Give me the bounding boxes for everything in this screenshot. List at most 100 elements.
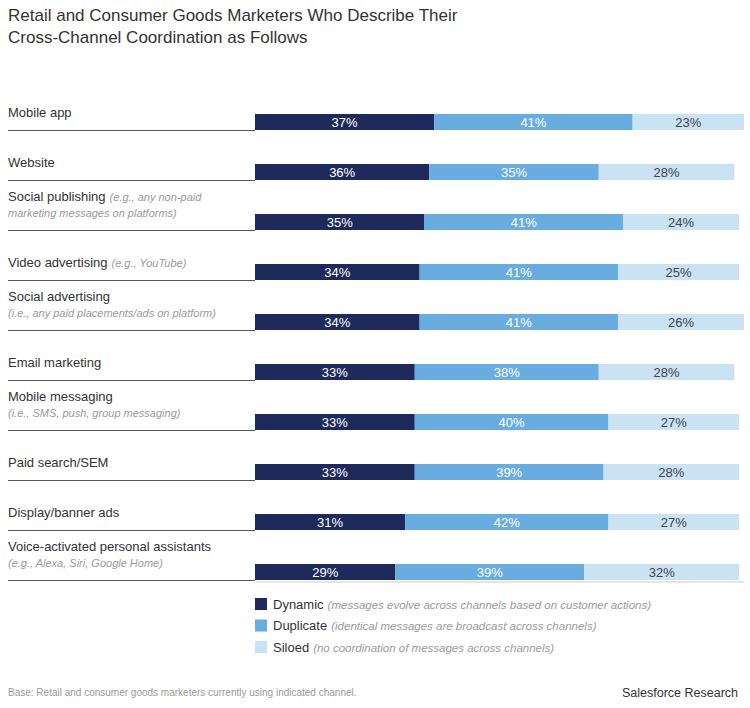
bar-segment xyxy=(604,464,740,480)
data-label: 31% xyxy=(317,515,343,530)
bar-segment xyxy=(429,164,598,180)
bar-segment xyxy=(255,514,405,530)
data-label: 28% xyxy=(654,165,680,180)
bar-segment xyxy=(420,314,619,330)
data-label: 23% xyxy=(675,115,701,130)
category-label: Website xyxy=(8,155,55,170)
data-label: 38% xyxy=(494,365,520,380)
data-label: 33% xyxy=(322,465,348,480)
bar-segment xyxy=(255,164,429,180)
data-label: 42% xyxy=(494,515,520,530)
data-labels: 37% 36% 35% 34% 34% 33% 33% 33% 31% 29% 41% 35% 41% 4… xyxy=(312,115,702,580)
bars xyxy=(255,114,744,580)
bar-segment xyxy=(405,514,608,530)
data-label: 27% xyxy=(661,415,687,430)
bar-segment xyxy=(395,564,584,580)
bar-segment xyxy=(424,214,623,230)
data-label: 27% xyxy=(661,515,687,530)
data-label: 35% xyxy=(501,165,527,180)
category-labels: Mobile app Website Social publishing (e.g.,… xyxy=(8,105,255,581)
data-label: 34% xyxy=(324,265,350,280)
bar-segment xyxy=(255,214,424,230)
data-label: 28% xyxy=(658,465,684,480)
data-label: 26% xyxy=(668,315,694,330)
data-label: 34% xyxy=(324,315,350,330)
bar-segment xyxy=(415,364,599,380)
legend-swatch xyxy=(255,641,267,653)
data-label: 41% xyxy=(520,115,546,130)
data-label: 41% xyxy=(506,265,532,280)
bar-segment xyxy=(584,564,739,580)
source: Salesforce Research xyxy=(622,686,738,700)
bar-segment xyxy=(420,264,619,280)
category-label: Mobile messaging xyxy=(8,389,113,404)
category-label: Paid search/SEM xyxy=(8,455,108,470)
category-label: Voice-activated personal assistants xyxy=(8,539,212,554)
data-label: 35% xyxy=(327,215,353,230)
title-line: Retail and Consumer Goods Marketers Who … xyxy=(8,6,458,25)
row-rule xyxy=(8,180,255,181)
row-rule xyxy=(8,580,255,581)
legend-description: (identical messages are broadcast across… xyxy=(331,620,596,632)
row-rule xyxy=(8,430,255,431)
data-label: 39% xyxy=(496,465,522,480)
legend-label: Duplicate xyxy=(273,618,327,633)
bar-segment xyxy=(255,414,415,430)
title-line: Cross-Channel Coordination as Follows xyxy=(8,28,308,47)
row-rule xyxy=(8,280,255,281)
category-note: (e.g., YouTube) xyxy=(112,257,187,269)
x-axis-line xyxy=(256,582,745,583)
legend-description: (no coordination of messages across chan… xyxy=(313,642,554,654)
data-label: 25% xyxy=(666,265,692,280)
row-rule xyxy=(8,230,255,231)
category-note: (e.g., Alexa, Siri, Google Home) xyxy=(8,557,163,569)
data-label: 39% xyxy=(477,565,503,580)
row-rule xyxy=(8,380,255,381)
bar-segment xyxy=(255,264,420,280)
bar-segment xyxy=(255,464,415,480)
bar-segment xyxy=(618,264,739,280)
data-label: 33% xyxy=(322,365,348,380)
category-note: marketing messages on platforms) xyxy=(8,207,177,219)
data-label: 28% xyxy=(654,365,680,380)
legend-label: Siloed xyxy=(273,640,309,655)
row-rule xyxy=(8,530,255,531)
chart-svg: Retail and Consumer Goods Marketers Who … xyxy=(0,0,750,708)
data-label: 36% xyxy=(329,165,355,180)
category-note: (i.e., any paid placements/ads on platfo… xyxy=(8,307,216,319)
bar-segment xyxy=(623,214,739,230)
data-label: 24% xyxy=(668,215,694,230)
category-label: Social advertising xyxy=(8,289,110,304)
data-label: 37% xyxy=(332,115,358,130)
bar-segment xyxy=(608,514,739,530)
bar-segment xyxy=(255,564,395,580)
bar-segment xyxy=(599,164,735,180)
legend-swatch xyxy=(255,620,267,632)
category-label: Social publishing xyxy=(8,189,106,204)
category-label: Display/banner ads xyxy=(8,505,120,520)
row-rule xyxy=(8,480,255,481)
data-label: 29% xyxy=(312,565,338,580)
bar-segment xyxy=(633,114,744,130)
category-label: Mobile app xyxy=(8,105,72,120)
data-label: 41% xyxy=(506,315,532,330)
bar-segment xyxy=(434,114,633,130)
legend-swatch xyxy=(255,598,267,610)
x-axis xyxy=(256,582,745,583)
bar-segment xyxy=(599,364,735,380)
data-label: 33% xyxy=(322,415,348,430)
legend-label: Dynamic xyxy=(273,597,324,612)
bar-segment xyxy=(255,314,420,330)
row-rule xyxy=(8,330,255,331)
category-note: (i.e., SMS, push, group messaging) xyxy=(8,407,181,419)
chart-container: Retail and Consumer Goods Marketers Who … xyxy=(0,0,750,708)
bar-segment xyxy=(608,414,739,430)
page: {"chart_data": { "type": "bar", "title":… xyxy=(0,0,750,708)
category-label: Email marketing xyxy=(8,355,101,370)
bar-segment xyxy=(415,414,609,430)
title: Retail and Consumer Goods Marketers Who … xyxy=(8,6,458,47)
row-rule xyxy=(8,130,255,131)
data-label: 41% xyxy=(511,215,537,230)
footnote: Base: Retail and consumer goods marketer… xyxy=(8,687,357,698)
data-label: 40% xyxy=(499,415,525,430)
